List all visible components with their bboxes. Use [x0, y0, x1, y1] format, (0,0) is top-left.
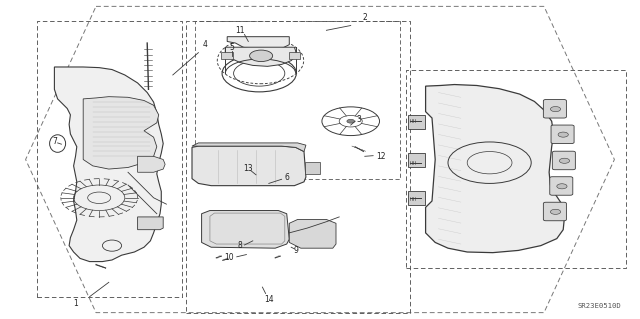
Text: 5: 5	[229, 43, 234, 52]
FancyBboxPatch shape	[408, 115, 425, 129]
Circle shape	[557, 184, 567, 189]
Polygon shape	[54, 67, 163, 262]
Circle shape	[347, 119, 355, 123]
Text: 2: 2	[362, 13, 367, 22]
Text: 13: 13	[243, 164, 253, 173]
Text: 7: 7	[52, 137, 57, 146]
Text: 12: 12	[376, 152, 385, 161]
Text: 10: 10	[224, 253, 234, 262]
FancyBboxPatch shape	[552, 151, 575, 170]
Text: 6: 6	[284, 173, 289, 182]
FancyBboxPatch shape	[543, 202, 566, 221]
Polygon shape	[138, 217, 163, 230]
Circle shape	[550, 209, 561, 214]
Polygon shape	[289, 219, 336, 248]
Circle shape	[558, 132, 568, 137]
FancyBboxPatch shape	[543, 100, 566, 118]
FancyBboxPatch shape	[289, 52, 300, 59]
Polygon shape	[192, 146, 306, 186]
FancyBboxPatch shape	[305, 162, 320, 174]
Polygon shape	[192, 143, 306, 152]
FancyBboxPatch shape	[408, 153, 425, 167]
Text: 4: 4	[202, 40, 207, 49]
Text: 8: 8	[237, 241, 243, 250]
Polygon shape	[426, 85, 564, 253]
Circle shape	[559, 158, 570, 163]
Circle shape	[250, 50, 273, 62]
Polygon shape	[225, 47, 296, 66]
FancyBboxPatch shape	[551, 125, 574, 144]
Polygon shape	[227, 37, 289, 50]
Circle shape	[550, 107, 561, 112]
Text: 1: 1	[73, 299, 78, 308]
Polygon shape	[83, 97, 159, 169]
Text: SR23E0510D: SR23E0510D	[577, 303, 621, 309]
FancyBboxPatch shape	[221, 52, 233, 59]
FancyBboxPatch shape	[408, 191, 425, 205]
Text: 11: 11	[236, 26, 244, 35]
Polygon shape	[138, 156, 165, 172]
Text: 9: 9	[294, 246, 299, 255]
Text: 3: 3	[356, 115, 361, 124]
FancyBboxPatch shape	[550, 177, 573, 195]
Text: 14: 14	[264, 295, 274, 304]
Polygon shape	[202, 211, 289, 248]
